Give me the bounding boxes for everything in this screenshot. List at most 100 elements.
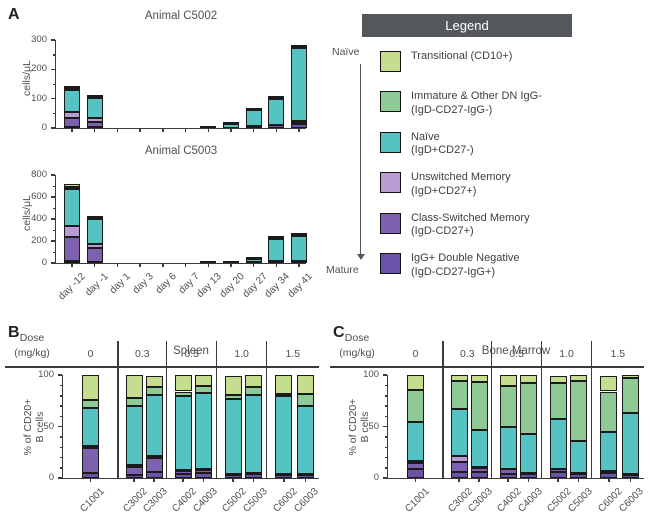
- x-axis-tick-label: C1001: [402, 486, 432, 515]
- panel-c-label: C: [333, 324, 345, 341]
- bar-segment: [195, 392, 213, 469]
- bar-segment: [450, 471, 468, 478]
- bar-segment: [224, 398, 242, 474]
- bar-segment: [174, 375, 192, 392]
- y-axis-tick: [58, 477, 62, 479]
- bar-segment: [470, 467, 488, 472]
- y-axis-minor-tick: [59, 436, 62, 438]
- bar-segment: [245, 258, 262, 263]
- bar-segment: [450, 461, 468, 472]
- x-axis-tick-label: day -12: [56, 271, 88, 303]
- x-axis-tick-label: day 34: [263, 271, 293, 301]
- chart-bone-marrow-plot: Bone Marrow% of CD20+ B cells 0 50 100 C1001…: [330, 332, 646, 515]
- y-axis-minor-tick: [52, 207, 55, 209]
- bar-segment: [145, 387, 163, 395]
- dose-value: 1.0: [234, 348, 249, 360]
- bar-segment: [275, 375, 293, 394]
- x-axis-tick: [414, 478, 417, 482]
- dose-group-divider: [442, 341, 444, 478]
- bar-segment: [621, 378, 639, 414]
- y-axis-tick: [51, 39, 55, 41]
- y-axis-tick: [51, 218, 55, 220]
- bar-segment: [63, 189, 80, 226]
- bar-segment: [145, 458, 163, 472]
- legend-item-label: Class-Switched Memory (IgD-CD27+): [411, 211, 530, 238]
- y-axis-label: cells/μL: [20, 60, 33, 96]
- bar-segment: [145, 394, 163, 457]
- x-axis-tick: [162, 128, 164, 132]
- x-axis-tick: [93, 128, 96, 132]
- bar-segment: [86, 248, 103, 262]
- bar-segment: [570, 440, 588, 473]
- y-axis-minor-tick: [59, 446, 62, 449]
- bar-segment: [268, 235, 285, 238]
- bar-segment: [224, 394, 242, 399]
- bar-segment: [570, 375, 588, 382]
- bar-segment: [63, 237, 80, 262]
- panel-b-label: B: [8, 324, 20, 341]
- x-axis-tick: [608, 478, 610, 482]
- y-axis-tick: [383, 425, 387, 428]
- x-axis-tick-label: day 27: [240, 271, 270, 301]
- bar-segment: [125, 397, 143, 406]
- x-axis-tick: [71, 128, 73, 132]
- bar-segment: [86, 215, 103, 218]
- y-axis-tick: [51, 240, 55, 242]
- bar-segment: [145, 376, 163, 388]
- x-axis-tick: [139, 128, 141, 132]
- x-axis-tick-label: day -1: [82, 271, 111, 299]
- bar-segment: [520, 473, 538, 478]
- dose-value: 0: [87, 348, 94, 360]
- bar-segment: [520, 375, 538, 384]
- y-axis-minor-tick: [59, 395, 62, 397]
- dose-group-divider: [590, 341, 593, 478]
- dose-value: 1.5: [285, 348, 301, 360]
- y-axis-tick: [383, 374, 387, 376]
- y-axis-tick-label: 100: [38, 369, 54, 380]
- bar-segment: [223, 260, 239, 263]
- bar-segment: [82, 375, 100, 400]
- bar-segment: [82, 407, 100, 447]
- bar-segment: [245, 375, 263, 388]
- legend-item-label: IgG+ Double Negative (IgD-CD27-IgG+): [411, 252, 520, 278]
- maturity-axis-line: [360, 64, 362, 254]
- bar-segment: [268, 96, 285, 99]
- bar-segment: [499, 473, 517, 478]
- y-axis-tick-label: 400: [31, 213, 47, 224]
- bar-segment: [549, 468, 567, 472]
- dose-value: 0.3: [460, 348, 475, 360]
- y-axis-minor-tick: [59, 405, 62, 407]
- y-axis-minor-tick: [52, 112, 55, 115]
- x-axis-tick-label: C1001: [77, 486, 107, 515]
- x-axis-tick: [182, 478, 184, 482]
- dose-group-divider: [265, 341, 268, 478]
- dose-value: 0.5: [184, 348, 199, 360]
- bar-segment: [86, 94, 103, 97]
- x-axis-tick: [230, 263, 232, 267]
- bar-segment: [63, 86, 80, 89]
- bar-segment: [245, 473, 263, 478]
- legend-swatch-icon: [380, 51, 401, 72]
- x-axis-tick: [478, 478, 480, 482]
- y-axis-tick-label: 50: [43, 420, 54, 432]
- y-axis-minor-tick: [384, 456, 387, 459]
- bar-segment: [291, 124, 308, 128]
- chart-spleen-plot: Spleen% of CD20+ B cells 0 50 100 C1001 C3002…: [5, 332, 321, 515]
- dose-group-divider: [117, 341, 119, 478]
- bar-segment: [63, 111, 80, 119]
- y-axis-tick-label: 0: [48, 472, 54, 483]
- x-axis-tick: [458, 478, 460, 482]
- bar-segment: [407, 390, 425, 423]
- x-axis-tick: [507, 478, 509, 482]
- chart-title: Animal C5003: [144, 145, 218, 157]
- bar-segment: [600, 391, 618, 432]
- bar-segment: [195, 472, 213, 478]
- bar-segment: [82, 399, 100, 408]
- dose-group-divider: [540, 341, 543, 478]
- bar-segment: [125, 474, 143, 478]
- x-axis-tick-label: day 3: [130, 271, 156, 297]
- x-axis-tick: [184, 263, 187, 267]
- bar-segment: [86, 243, 103, 249]
- bar-segment: [549, 383, 567, 420]
